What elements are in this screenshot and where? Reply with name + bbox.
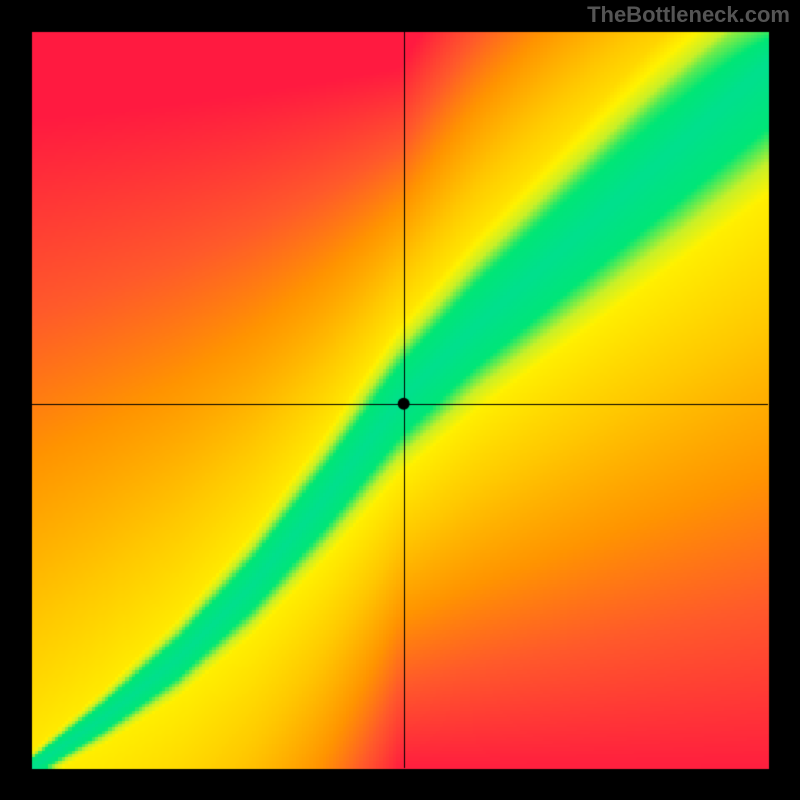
heatmap-canvas xyxy=(0,0,800,800)
watermark-text: TheBottleneck.com xyxy=(587,2,790,28)
chart-container: TheBottleneck.com xyxy=(0,0,800,800)
